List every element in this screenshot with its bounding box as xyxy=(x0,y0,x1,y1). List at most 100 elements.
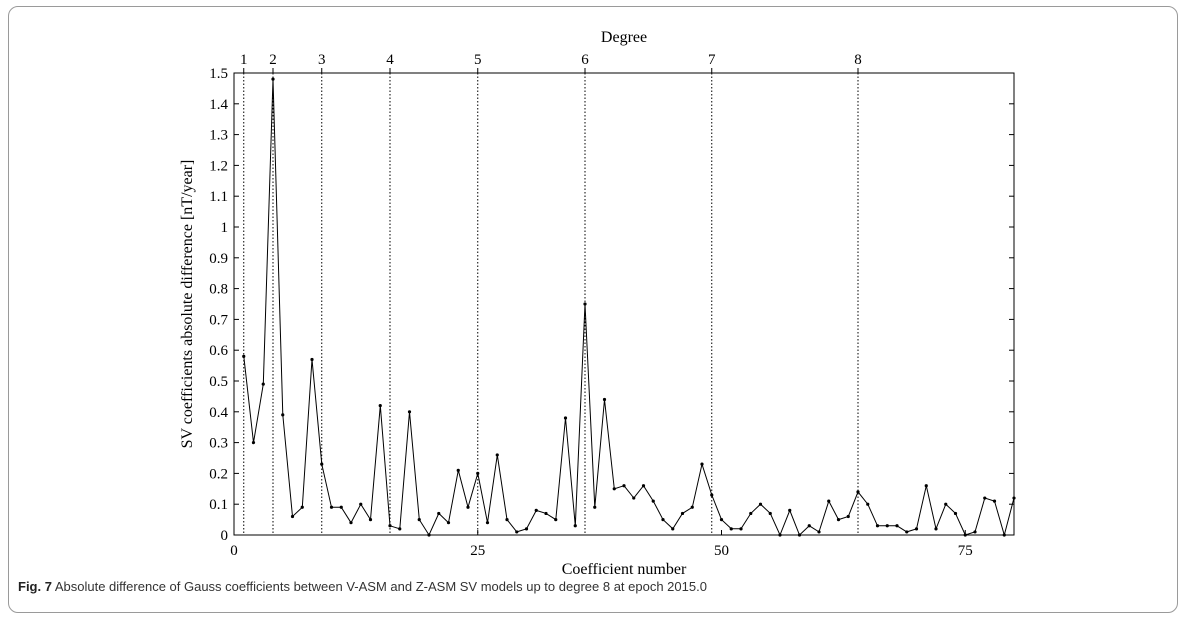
data-point xyxy=(846,514,850,519)
data-point xyxy=(651,499,655,503)
data-point xyxy=(934,527,938,531)
data-point xyxy=(924,484,928,488)
x-tick-label: 75 xyxy=(958,543,973,559)
x-tick-label: 50 xyxy=(714,543,729,559)
data-point xyxy=(612,487,616,491)
caption-label: Fig. 7 xyxy=(18,579,52,594)
data-point xyxy=(641,484,646,488)
data-point xyxy=(583,302,587,306)
y-tick-label: 0.8 xyxy=(209,282,228,298)
data-point xyxy=(671,527,675,531)
y-tick-label: 0.5 xyxy=(209,374,228,390)
y-tick-labels: 0 0.1 0.2 0.3 0.4 0.5 0.6 0.7 0.8 0.9 1 1.1 1.2 1.3 1.… xyxy=(209,66,228,544)
y-tick-label: 0.2 xyxy=(209,466,228,482)
data-point xyxy=(427,533,431,537)
data-point xyxy=(495,453,499,457)
data-point xyxy=(554,518,558,522)
degree-label: 1 xyxy=(240,52,248,68)
degree-label: 6 xyxy=(581,52,589,68)
degree-label: 4 xyxy=(386,52,394,68)
data-point xyxy=(1012,496,1016,500)
degree-labels: 1 2 3 4 5 6 7 8 xyxy=(240,52,862,68)
degree-lines xyxy=(243,68,859,535)
y-axis-label: SV coefficients absolute difference [nT/… xyxy=(179,160,196,449)
data-point xyxy=(690,505,694,509)
y-tick-label: 0 xyxy=(221,528,229,544)
data-point xyxy=(768,511,772,516)
y-tick-label: 1.2 xyxy=(209,158,228,174)
data-point xyxy=(368,518,373,522)
data-point xyxy=(866,502,870,506)
x-tick-labels: 0 25 50 75 xyxy=(230,543,973,559)
data-point xyxy=(456,468,460,472)
data-point xyxy=(329,505,334,509)
data-point xyxy=(573,524,577,528)
y-tick-label: 1.4 xyxy=(209,97,228,113)
y-tick-label: 0.3 xyxy=(209,436,228,452)
plot-area xyxy=(233,72,1015,536)
data-point xyxy=(524,527,529,531)
y-tick-label: 0.4 xyxy=(209,405,228,421)
degree-label: 2 xyxy=(269,52,277,68)
data-point xyxy=(281,413,285,417)
y-tick-label: 1 xyxy=(221,220,229,236)
series-line xyxy=(243,79,1015,537)
data-point xyxy=(749,511,753,516)
data-point xyxy=(914,527,919,531)
data-point xyxy=(515,530,519,534)
degree-label: 3 xyxy=(318,52,326,68)
data-point xyxy=(797,533,802,537)
data-point xyxy=(778,533,782,537)
x-axis-label: Coefficient number xyxy=(562,561,687,575)
degree-label: 8 xyxy=(854,52,862,68)
data-point xyxy=(602,397,607,402)
figure-frame xyxy=(8,6,1178,613)
data-point xyxy=(300,505,304,509)
data-point xyxy=(788,508,792,512)
data-point xyxy=(944,502,948,506)
data-point xyxy=(661,518,665,522)
y-tick-label: 1.5 xyxy=(209,66,228,82)
data-point xyxy=(446,521,451,525)
data-point xyxy=(758,502,763,506)
data-point xyxy=(437,511,441,516)
degree-label: 7 xyxy=(708,52,716,68)
data-point xyxy=(885,524,889,528)
data-point xyxy=(719,518,724,522)
data-point xyxy=(398,527,402,531)
data-point xyxy=(320,462,324,466)
y-tick-label: 1.1 xyxy=(209,189,228,205)
x-tick-label: 0 xyxy=(230,543,238,559)
data-point xyxy=(563,416,568,420)
data-point xyxy=(973,530,977,534)
axis-ticks xyxy=(233,72,1014,536)
data-point xyxy=(388,524,392,528)
caption-text: Absolute difference of Gauss coefficient… xyxy=(54,579,707,594)
data-point xyxy=(905,530,909,534)
data-point xyxy=(407,410,412,414)
data-point xyxy=(739,527,743,531)
y-tick-label: 1.3 xyxy=(209,128,228,144)
data-point xyxy=(534,508,538,512)
data-point xyxy=(417,518,421,522)
degree-label: 5 xyxy=(474,52,482,68)
data-point xyxy=(476,471,480,475)
data-point xyxy=(593,505,597,509)
data-point xyxy=(359,502,363,506)
data-point xyxy=(242,354,246,358)
figure-caption: Fig. 7 Absolute difference of Gauss coef… xyxy=(18,579,1168,594)
data-point xyxy=(310,357,314,362)
data-point xyxy=(505,518,509,522)
data-points xyxy=(242,77,1016,537)
data-point xyxy=(349,521,353,525)
data-point xyxy=(963,533,967,537)
data-point xyxy=(807,524,811,528)
data-point xyxy=(466,505,470,509)
data-point xyxy=(680,511,685,516)
line-chart: 0 0.1 0.2 0.3 0.4 0.5 0.6 0.7 0.8 0.9 1 1.1 1.2 1.3 1.… xyxy=(179,29,1016,575)
data-point xyxy=(895,524,899,528)
y-tick-label: 0.6 xyxy=(209,343,228,359)
y-tick-label: 0.7 xyxy=(209,312,228,328)
data-point xyxy=(544,511,548,516)
data-point xyxy=(339,505,343,509)
